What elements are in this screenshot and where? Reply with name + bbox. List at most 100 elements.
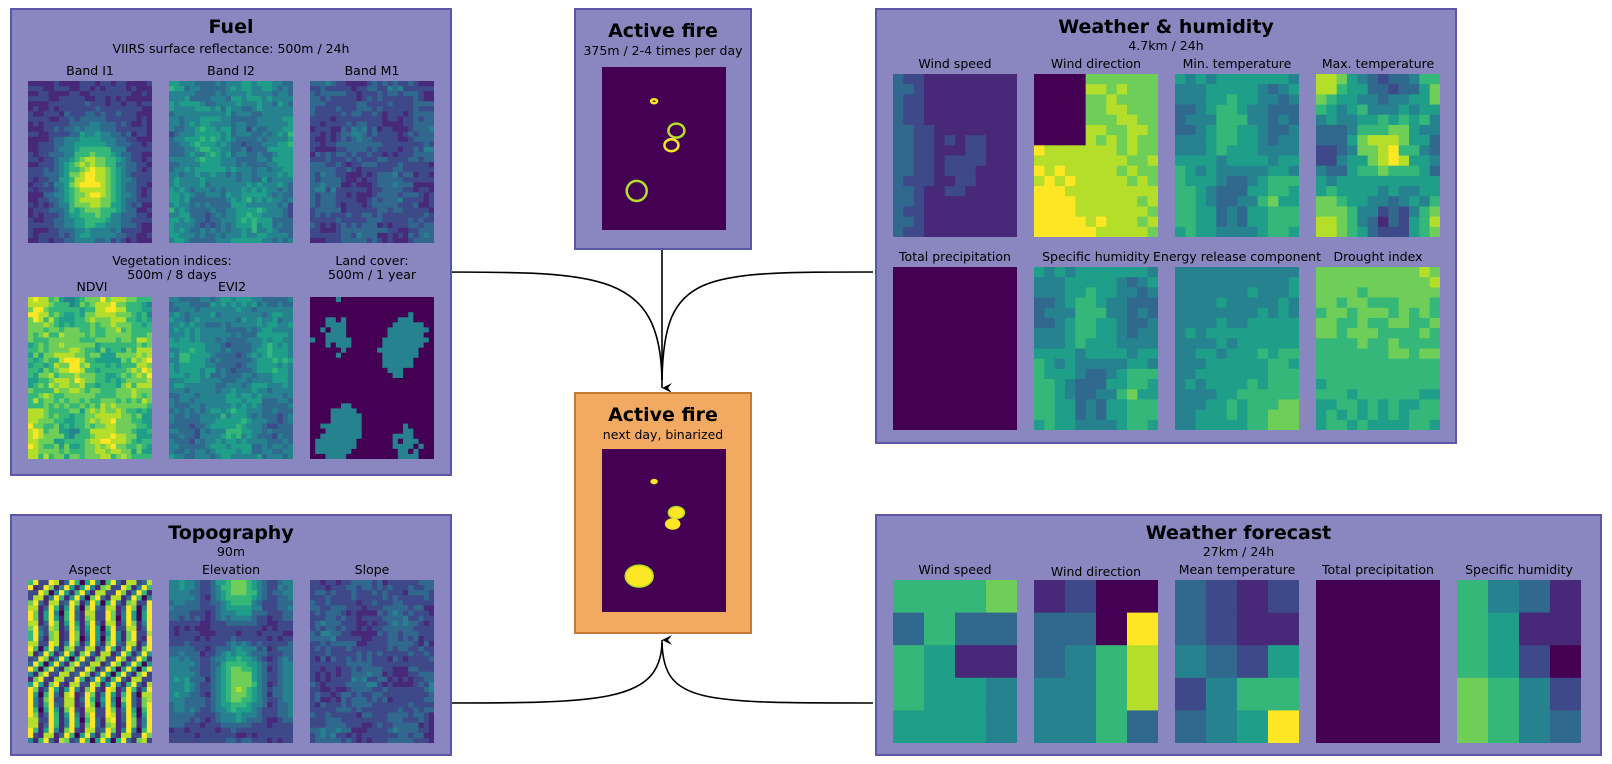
raster-cell [377, 423, 383, 430]
raster-cell [315, 182, 321, 188]
raster-cell [84, 393, 91, 399]
raster-cell [315, 116, 321, 122]
raster-cell [251, 167, 258, 173]
raster-cell [423, 438, 430, 445]
raster-cell [965, 196, 977, 207]
raster-cell [310, 131, 316, 138]
raster-cell [382, 141, 388, 148]
raster-cell [79, 418, 86, 424]
raster-cell [408, 121, 414, 127]
raster-cell [179, 172, 185, 178]
raster-cell [413, 172, 419, 178]
raster-cell [346, 367, 352, 374]
raster-cell [356, 337, 363, 343]
raster-cell [387, 177, 394, 183]
raster-cell [965, 94, 977, 105]
raster-cell [418, 393, 425, 399]
raster-cell [277, 212, 284, 219]
raster-cell [346, 101, 352, 107]
raster-cell [64, 297, 70, 303]
raster-cell [33, 81, 39, 87]
raster-cell [174, 192, 180, 198]
raster-cell [200, 172, 206, 178]
raster-cell [335, 403, 342, 409]
raster-cell [251, 453, 258, 459]
raster-cell [346, 312, 352, 318]
raster-cell [924, 186, 935, 197]
raster-cell [382, 232, 388, 239]
raster-cell [231, 393, 237, 399]
raster-cell [131, 438, 137, 445]
raster-cell [115, 121, 122, 127]
raster-cell [43, 362, 50, 369]
raster-cell [84, 327, 91, 333]
raster-cell [277, 111, 284, 117]
raster-cell [146, 388, 152, 394]
raster-cell [282, 327, 289, 333]
raster-cell [220, 453, 227, 459]
raster-cell [95, 352, 101, 359]
raster-cell [131, 383, 137, 389]
raster-cell [69, 352, 75, 359]
raster-cell [315, 96, 321, 102]
raster-cell [408, 232, 414, 239]
raster-cell [236, 322, 242, 328]
raster-cell [169, 156, 175, 163]
raster-cell [48, 182, 55, 188]
raster-cell [174, 182, 180, 188]
raster-cell [397, 383, 404, 389]
raster-cell [110, 81, 117, 87]
raster-cell [179, 428, 185, 435]
raster-cell [131, 207, 137, 214]
raster-cell [59, 106, 65, 112]
raster-cell [310, 96, 316, 102]
raster-cell [174, 222, 180, 229]
raster-cell [200, 96, 206, 102]
raster-cell [287, 232, 293, 239]
raster-cell [194, 222, 201, 229]
raster-cell [320, 126, 326, 133]
raster-cell [277, 337, 284, 343]
raster-cell [1085, 74, 1097, 85]
raster-cell [105, 342, 112, 349]
raster-cell [397, 347, 404, 354]
raster-cell [423, 131, 430, 138]
raster-cell [413, 202, 419, 208]
raster-cell [84, 207, 91, 214]
raster-cell [121, 192, 127, 198]
raster-cell [377, 383, 383, 389]
raster-cell [74, 337, 81, 343]
raster-cell [146, 116, 152, 122]
raster-cell [372, 156, 378, 163]
raster-cell [382, 413, 388, 419]
raster-cell [215, 96, 222, 102]
raster-cell [169, 423, 175, 430]
raster-cell [231, 136, 237, 143]
raster-cell [251, 237, 258, 243]
raster-cell [105, 126, 112, 133]
raster-cell [121, 312, 127, 318]
raster-cell [262, 453, 268, 459]
raster-cell [64, 172, 70, 178]
raster-cell [387, 86, 394, 92]
raster-cell [392, 423, 399, 430]
raster-cell [79, 111, 86, 117]
raster-cell [335, 388, 342, 394]
raster-cell [320, 423, 326, 430]
raster-cell [53, 362, 60, 369]
raster-cell [356, 227, 363, 234]
raster-cell [169, 418, 175, 424]
raster-cell [225, 116, 232, 122]
raster-cell [115, 197, 122, 203]
raster-cell [361, 86, 368, 92]
raster-cell [282, 91, 289, 97]
raster-cell [246, 322, 253, 328]
raster-cell [33, 352, 39, 359]
raster-cell [423, 428, 430, 435]
raster-cell [200, 413, 206, 419]
raster-cell [341, 327, 347, 333]
raster-cell [287, 197, 293, 203]
raster-cell [251, 418, 258, 424]
raster-cell [246, 151, 253, 158]
raster-cell [59, 81, 65, 87]
